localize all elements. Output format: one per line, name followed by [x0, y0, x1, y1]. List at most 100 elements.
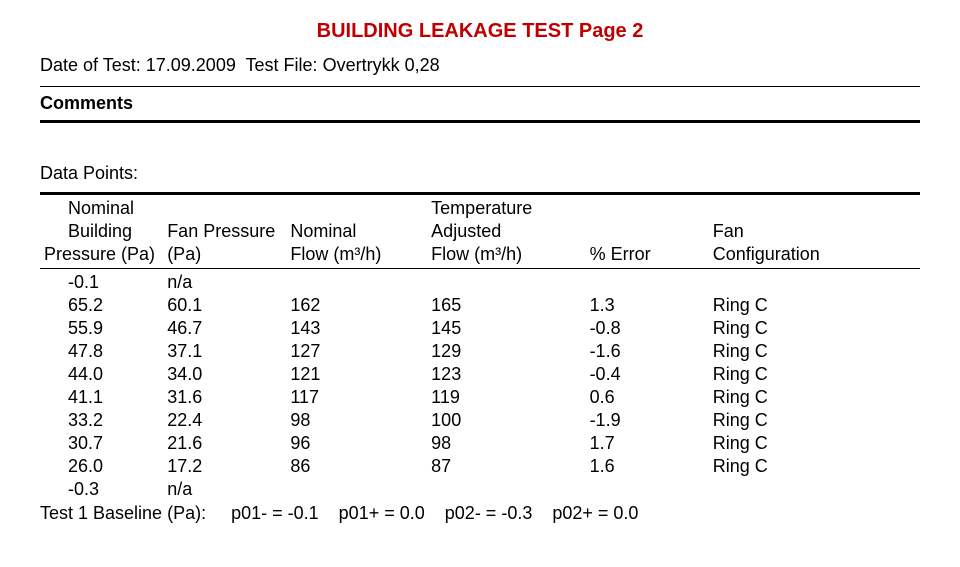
cell: Ring C [709, 386, 920, 409]
cell: Ring C [709, 455, 920, 478]
cell: 123 [427, 363, 585, 386]
hdr [709, 197, 920, 220]
cell: 96 [286, 432, 427, 455]
cell [709, 271, 920, 294]
cell: 87 [427, 455, 585, 478]
cell: 46.7 [163, 317, 286, 340]
cell: Ring C [709, 294, 920, 317]
cell: 0.6 [586, 386, 709, 409]
cell: 60.1 [163, 294, 286, 317]
data-table: -0.1n/a65.260.11621651.3Ring C55.946.714… [40, 271, 920, 501]
table-header-rule [40, 268, 920, 269]
cell: 44.0 [40, 363, 163, 386]
table-row: 55.946.7143145-0.8Ring C [40, 317, 920, 340]
data-points-heading: Data Points: [40, 163, 920, 184]
header-table: Nominal Temperature Building Fan Pressur… [40, 197, 920, 266]
cell: -0.8 [586, 317, 709, 340]
cell: 1.6 [586, 455, 709, 478]
date-label: Date of Test: [40, 55, 141, 75]
cell [586, 271, 709, 294]
cell: n/a [163, 271, 286, 294]
cell: 98 [286, 409, 427, 432]
cell: -1.6 [586, 340, 709, 363]
cell: 1.7 [586, 432, 709, 455]
cell: 117 [286, 386, 427, 409]
baseline-p01p: p01+ = 0.0 [339, 503, 425, 523]
divider [40, 86, 920, 87]
hdr [586, 197, 709, 220]
date-value: 17.09.2009 [146, 55, 236, 75]
hdr: Fan Pressure [163, 220, 286, 243]
hdr: Temperature [427, 197, 585, 220]
cell: Ring C [709, 432, 920, 455]
cell: 145 [427, 317, 585, 340]
page-title: BUILDING LEAKAGE TEST Page 2 [40, 20, 920, 43]
file-label: Test File: [246, 55, 318, 75]
cell: 17.2 [163, 455, 286, 478]
table-row: 30.721.696981.7Ring C [40, 432, 920, 455]
table-row: 26.017.286871.6Ring C [40, 455, 920, 478]
hdr: Flow (m³/h) [427, 243, 585, 266]
cell: 41.1 [40, 386, 163, 409]
baseline-line: Test 1 Baseline (Pa): p01- = -0.1 p01+ =… [40, 503, 920, 524]
header-row-1: Nominal Temperature [40, 197, 920, 220]
cell: 86 [286, 455, 427, 478]
cell: 21.6 [163, 432, 286, 455]
file-value: Overtrykk 0,28 [323, 55, 440, 75]
cell: 127 [286, 340, 427, 363]
divider-thick [40, 120, 920, 123]
table-row: -0.3n/a [40, 478, 920, 501]
cell: 55.9 [40, 317, 163, 340]
hdr: (Pa) [163, 243, 286, 266]
baseline-p02p: p02+ = 0.0 [552, 503, 638, 523]
table-top-rule [40, 192, 920, 195]
hdr: Nominal [286, 220, 427, 243]
cell: 65.2 [40, 294, 163, 317]
cell: 37.1 [163, 340, 286, 363]
meta-line: Date of Test: 17.09.2009 Test File: Over… [40, 55, 920, 76]
table-row: 47.837.1127129-1.6Ring C [40, 340, 920, 363]
cell: Ring C [709, 363, 920, 386]
cell: 47.8 [40, 340, 163, 363]
cell [586, 478, 709, 501]
cell: 22.4 [163, 409, 286, 432]
cell: n/a [163, 478, 286, 501]
cell [427, 478, 585, 501]
hdr: % Error [586, 243, 709, 266]
table-row: 44.034.0121123-0.4Ring C [40, 363, 920, 386]
cell: 26.0 [40, 455, 163, 478]
cell: 143 [286, 317, 427, 340]
hdr: Building [40, 220, 163, 243]
cell: Ring C [709, 340, 920, 363]
cell: 98 [427, 432, 585, 455]
comments-heading: Comments [40, 93, 920, 114]
table-row: -0.1n/a [40, 271, 920, 294]
hdr [286, 197, 427, 220]
hdr: Adjusted [427, 220, 585, 243]
cell: Ring C [709, 409, 920, 432]
cell: 30.7 [40, 432, 163, 455]
cell: 33.2 [40, 409, 163, 432]
table-row: 65.260.11621651.3Ring C [40, 294, 920, 317]
cell: 121 [286, 363, 427, 386]
hdr: Pressure (Pa) [40, 243, 163, 266]
cell [286, 271, 427, 294]
cell: -1.9 [586, 409, 709, 432]
cell: 119 [427, 386, 585, 409]
table-row: 33.222.498100-1.9Ring C [40, 409, 920, 432]
header-row-3: Pressure (Pa) (Pa) Flow (m³/h) Flow (m³/… [40, 243, 920, 266]
header-row-2: Building Fan Pressure Nominal Adjusted F… [40, 220, 920, 243]
cell: -0.4 [586, 363, 709, 386]
cell: -0.1 [40, 271, 163, 294]
cell: -0.3 [40, 478, 163, 501]
cell: 1.3 [586, 294, 709, 317]
cell [427, 271, 585, 294]
hdr: Nominal [40, 197, 163, 220]
hdr [163, 197, 286, 220]
baseline-label: Test 1 Baseline (Pa): [40, 503, 206, 523]
baseline-p02m: p02- = -0.3 [445, 503, 533, 523]
cell: 31.6 [163, 386, 286, 409]
cell: 100 [427, 409, 585, 432]
cell: 34.0 [163, 363, 286, 386]
table-row: 41.131.61171190.6Ring C [40, 386, 920, 409]
